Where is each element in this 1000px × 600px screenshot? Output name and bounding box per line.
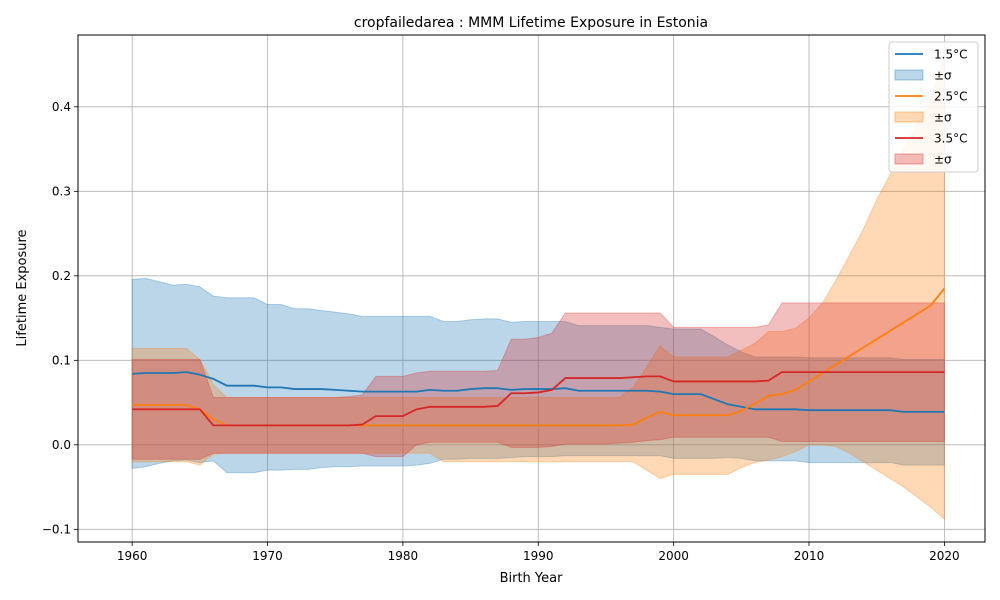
y-tick-label: −0.1 bbox=[42, 522, 71, 536]
x-tick-label: 1980 bbox=[388, 549, 419, 563]
series-line-1.5°C bbox=[132, 371, 945, 413]
y-tick-label: 0.3 bbox=[52, 184, 71, 198]
uncertainty-bands bbox=[131, 57, 945, 521]
x-tick-label: 1990 bbox=[523, 549, 554, 563]
plot-area-frame bbox=[77, 34, 986, 543]
legend-band-swatch bbox=[894, 153, 924, 165]
legend-label: 1.5°C bbox=[934, 48, 967, 62]
legend-label: ±σ bbox=[934, 111, 952, 125]
x-tick-label: 2020 bbox=[929, 549, 960, 563]
y-tick-label: 0.2 bbox=[52, 269, 71, 283]
legend-box bbox=[888, 41, 979, 173]
x-tick-label: 1960 bbox=[117, 549, 148, 563]
y-tick-label: 0.4 bbox=[52, 100, 71, 114]
sigma-band-2.5°C bbox=[131, 57, 945, 521]
legend-label: ±σ bbox=[934, 153, 952, 167]
x-axis-label: Birth Year bbox=[500, 571, 564, 586]
x-tick-label: 2000 bbox=[658, 549, 689, 563]
y-tick-label: 0.1 bbox=[52, 353, 71, 367]
y-tick-label: 0.0 bbox=[52, 438, 71, 452]
sigma-band-1.5°C bbox=[131, 277, 945, 474]
legend-label: 2.5°C bbox=[934, 90, 967, 104]
sigma-band-3.5°C bbox=[131, 302, 945, 460]
legend-label: 3.5°C bbox=[934, 132, 967, 146]
series-lines bbox=[132, 287, 946, 427]
x-tick-label: 1970 bbox=[252, 549, 283, 563]
legend-band-swatch bbox=[894, 69, 924, 81]
x-tick-label: 2010 bbox=[794, 549, 825, 563]
y-axis-label: Lifetime Exposure bbox=[15, 229, 30, 346]
legend-band-swatch bbox=[894, 111, 924, 123]
chart-title: cropfailedarea : MMM Lifetime Exposure i… bbox=[354, 15, 708, 31]
grid-lines bbox=[78, 35, 985, 542]
legend: 1.5°C ±σ 2.5°C ±σ 3.5°C ±σ bbox=[888, 41, 979, 173]
series-line-3.5°C bbox=[132, 371, 945, 427]
legend-label: ±σ bbox=[934, 69, 952, 83]
axis-ticks: 1960 1970 1980 1990 2000 2010 2020 −0.1 0.0 0.1 0.… bbox=[42, 100, 960, 563]
